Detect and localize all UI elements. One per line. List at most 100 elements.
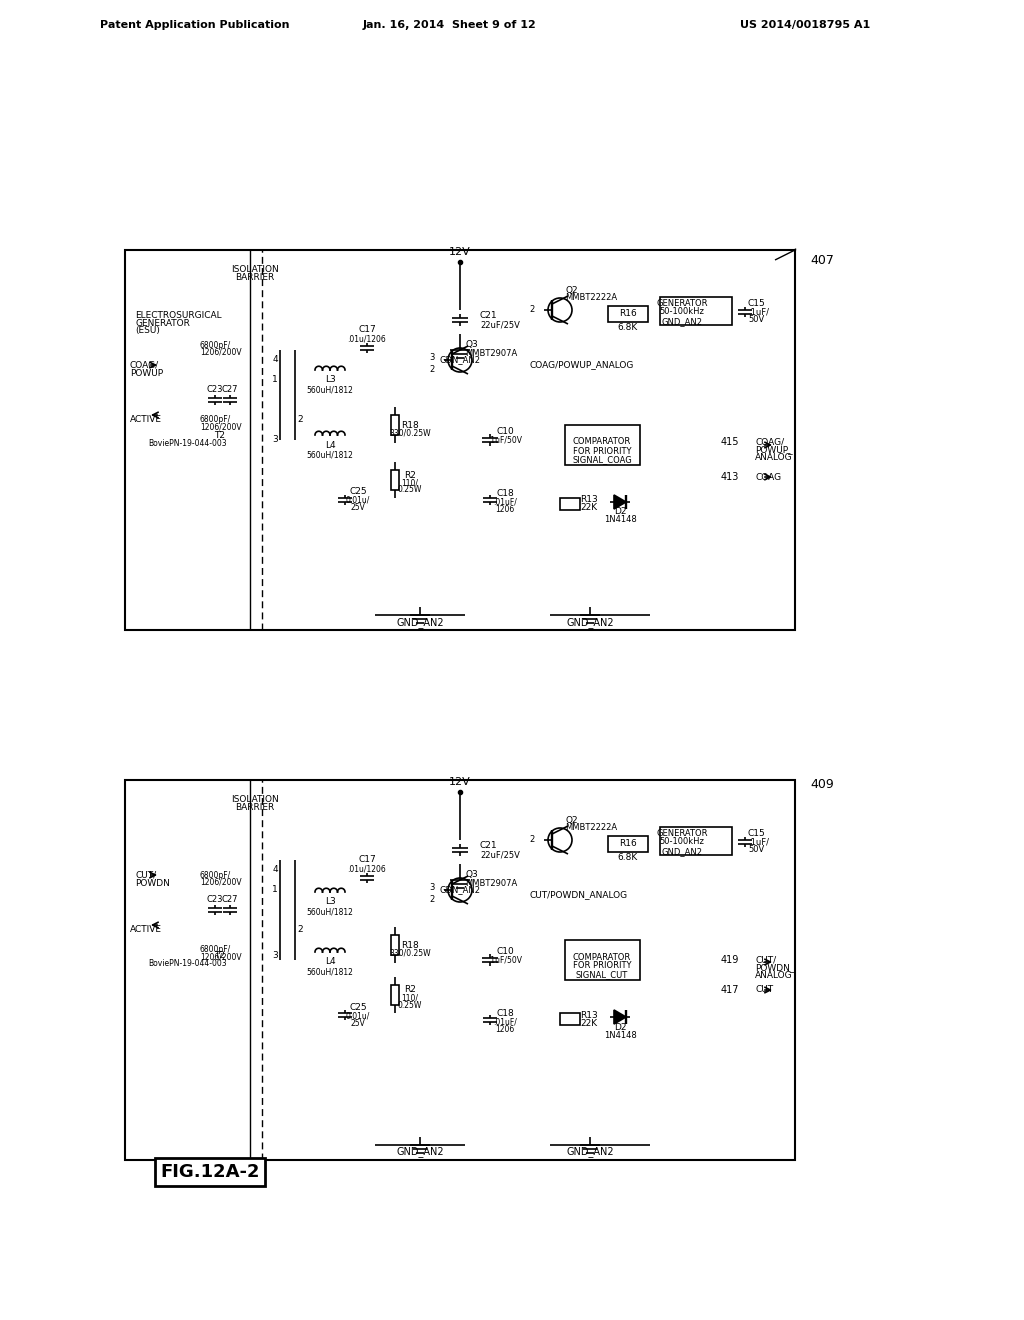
Bar	[608, 836, 648, 851]
Text: 560uH/1812: 560uH/1812	[306, 450, 353, 459]
Text: L4: L4	[325, 441, 335, 450]
Text: CUT/: CUT/	[755, 956, 776, 965]
Text: 0.25W: 0.25W	[397, 1001, 422, 1010]
Text: COAG/: COAG/	[130, 360, 159, 370]
Text: .1uF/50V: .1uF/50V	[488, 436, 522, 445]
Text: 1206/200V: 1206/200V	[200, 347, 242, 356]
Text: 2: 2	[429, 366, 434, 375]
Text: R16: R16	[620, 840, 637, 849]
Text: C27: C27	[222, 895, 239, 904]
Text: 22K: 22K	[580, 1019, 597, 1027]
Text: 50-100kHz: 50-100kHz	[659, 306, 705, 315]
Text: SIGNAL_CUT: SIGNAL_CUT	[575, 970, 628, 979]
Bar	[391, 414, 399, 436]
Polygon shape	[614, 1010, 626, 1024]
Text: Q3: Q3	[465, 870, 478, 879]
Text: C18: C18	[496, 1008, 514, 1018]
Text: T2: T2	[214, 430, 225, 440]
Text: SIGNAL_COAG: SIGNAL_COAG	[572, 455, 632, 465]
Text: R13: R13	[580, 1011, 598, 1019]
Text: ELECTROSURGICAL: ELECTROSURGICAL	[135, 310, 221, 319]
Text: C25: C25	[349, 487, 367, 496]
Text: 0.01u/: 0.01u/	[346, 495, 371, 504]
Text: 22uF/25V: 22uF/25V	[480, 321, 520, 330]
Text: 50-100kHz: 50-100kHz	[659, 837, 705, 846]
Text: 2: 2	[529, 836, 535, 845]
Text: 110/: 110/	[401, 479, 419, 487]
Text: 4: 4	[272, 866, 278, 874]
Text: GND_AN2: GND_AN2	[566, 618, 613, 628]
Text: T2: T2	[214, 950, 225, 960]
Text: ACTIVE: ACTIVE	[130, 925, 162, 935]
Text: POWDN_: POWDN_	[755, 964, 795, 973]
Text: 415: 415	[721, 437, 739, 447]
Text: FIG.12A-2: FIG.12A-2	[160, 1163, 259, 1181]
Text: BARRIER: BARRIER	[236, 273, 274, 282]
Text: 2: 2	[297, 416, 303, 425]
Text: 6800pF/: 6800pF/	[200, 945, 231, 954]
Bar	[391, 935, 399, 954]
Text: C10: C10	[496, 428, 514, 437]
Text: R16: R16	[620, 309, 637, 318]
Bar	[560, 1012, 580, 1026]
Bar	[660, 297, 732, 325]
Polygon shape	[614, 495, 626, 510]
Text: GENERATOR: GENERATOR	[656, 298, 708, 308]
Text: C23: C23	[207, 385, 223, 395]
Text: 330/0.25W: 330/0.25W	[389, 429, 431, 437]
Text: 25V: 25V	[350, 1019, 366, 1028]
Text: 1206: 1206	[496, 504, 515, 513]
Text: C15: C15	[748, 298, 766, 308]
Text: Jan. 16, 2014  Sheet 9 of 12: Jan. 16, 2014 Sheet 9 of 12	[364, 20, 537, 30]
Text: 413: 413	[721, 473, 739, 482]
Text: GND_AN2: GND_AN2	[662, 847, 702, 857]
Text: 6.8K: 6.8K	[617, 322, 638, 331]
Text: R2: R2	[404, 986, 416, 994]
Text: C17: C17	[358, 855, 376, 865]
Text: 1N4148: 1N4148	[603, 1031, 636, 1040]
Text: 3: 3	[429, 354, 434, 363]
Text: 1206: 1206	[496, 1024, 515, 1034]
Text: R2: R2	[404, 470, 416, 479]
Text: MMBT2222A: MMBT2222A	[565, 824, 617, 833]
Text: C21: C21	[480, 841, 498, 850]
Text: 1: 1	[272, 375, 278, 384]
Text: COAG: COAG	[755, 473, 781, 482]
Text: Q2: Q2	[565, 816, 578, 825]
Bar	[565, 425, 640, 465]
Text: C18: C18	[496, 488, 514, 498]
Bar	[125, 780, 795, 1160]
Text: 2: 2	[529, 305, 535, 314]
Text: C27: C27	[222, 385, 239, 395]
Text: L3: L3	[325, 898, 336, 907]
Text: (ESU): (ESU)	[135, 326, 160, 335]
Text: 1: 1	[272, 886, 278, 895]
Text: GND_AN2: GND_AN2	[662, 318, 702, 326]
Text: 1206/200V: 1206/200V	[200, 953, 242, 961]
Text: C21: C21	[480, 310, 498, 319]
Text: BoviePN-19-044-003: BoviePN-19-044-003	[148, 958, 227, 968]
Bar	[391, 470, 399, 490]
Text: 4: 4	[272, 355, 278, 364]
Text: 25V: 25V	[350, 503, 366, 512]
Text: ACTIVE: ACTIVE	[130, 416, 162, 425]
Text: C25: C25	[349, 1003, 367, 1012]
Text: .01uF/: .01uF/	[494, 498, 517, 507]
Text: 560uH/1812: 560uH/1812	[306, 385, 353, 395]
Text: 409: 409	[810, 779, 834, 792]
Text: C10: C10	[496, 948, 514, 957]
Text: COAG/: COAG/	[755, 437, 784, 446]
Text: 12V: 12V	[450, 777, 471, 787]
Text: D2: D2	[613, 1023, 627, 1031]
Text: GND_AN2: GND_AN2	[396, 618, 443, 628]
Text: .1uF/50V: .1uF/50V	[488, 956, 522, 965]
Text: ISOLATION: ISOLATION	[231, 796, 279, 804]
Text: CUT/POWDN_ANALOG: CUT/POWDN_ANALOG	[530, 891, 628, 899]
Text: 3: 3	[272, 436, 278, 445]
Text: GENERATOR: GENERATOR	[656, 829, 708, 837]
Text: 3: 3	[272, 950, 278, 960]
Bar	[660, 828, 732, 855]
Text: R18: R18	[401, 421, 419, 429]
Text: Q3: Q3	[465, 341, 478, 350]
Text: 0.01u/: 0.01u/	[346, 1011, 371, 1020]
